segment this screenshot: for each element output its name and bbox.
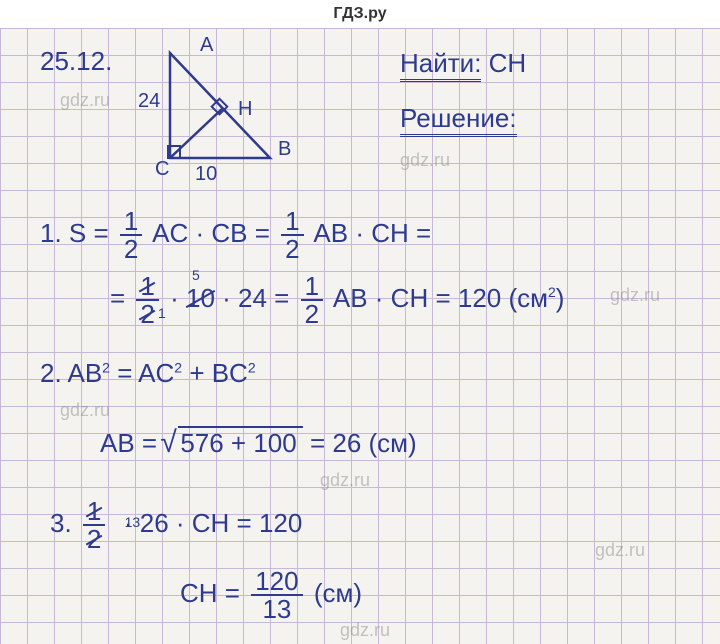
find-label: Найти: СН xyxy=(400,48,526,79)
point-h: H xyxy=(238,98,252,121)
step1-line2: = 1 2 · 10 5 1 · 24 = 12 AB · CH = 120 (… xyxy=(110,273,564,327)
notebook-grid: gdz.ru gdz.ru gdz.ru gdz.ru gdz.ru gdz.r… xyxy=(0,28,720,644)
watermark: gdz.ru xyxy=(610,285,660,306)
step3-line2: CH = 12013 (см) xyxy=(180,568,362,622)
step1-line1: 1. S = 12 AC · CB = 12 AB · CH = xyxy=(40,208,431,262)
vertex-a: A xyxy=(200,34,213,57)
side-ac: 24 xyxy=(138,90,160,113)
page-header: ГДЗ.ру xyxy=(0,0,720,28)
watermark: gdz.ru xyxy=(60,90,110,111)
vertex-c: C xyxy=(155,158,169,181)
problem-number: 25.12. xyxy=(40,46,112,77)
watermark: gdz.ru xyxy=(60,400,110,421)
step2-line2: AB = 576 + 100 = 26 (см) xyxy=(100,428,417,459)
step3-line1: 3. 1 2 13 · 26 · CH = 120 xyxy=(50,498,302,552)
watermark: gdz.ru xyxy=(320,470,370,491)
header-title: ГДЗ.ру xyxy=(333,5,386,22)
step2-line1: 2. AB2 = AC2 + BC2 xyxy=(40,358,256,389)
solution-label: Решение: xyxy=(400,103,517,134)
watermark: gdz.ru xyxy=(595,540,645,561)
vertex-b: B xyxy=(278,138,291,161)
side-cb: 10 xyxy=(195,163,217,186)
watermark: gdz.ru xyxy=(340,620,390,641)
watermark: gdz.ru xyxy=(400,150,450,171)
